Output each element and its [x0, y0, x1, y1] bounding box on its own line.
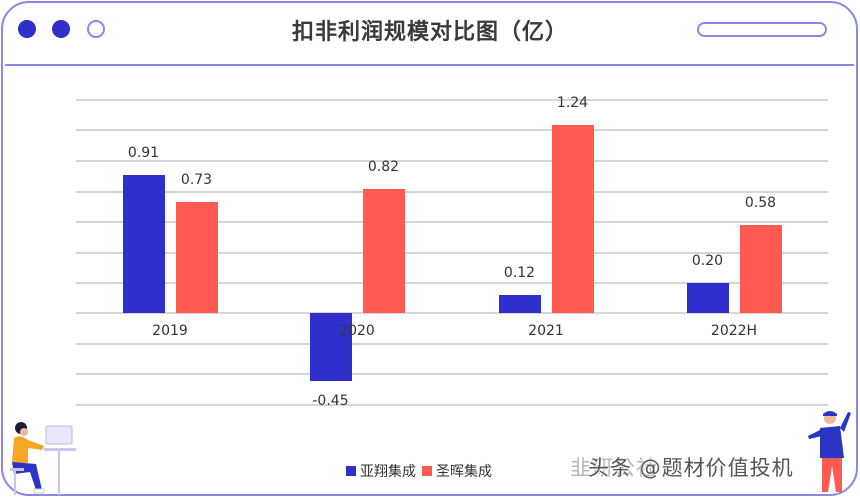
data-label: -0.45: [312, 393, 349, 410]
legend-label: 圣晖集成: [436, 464, 492, 480]
data-label: 0.73: [180, 172, 213, 189]
gridline: [76, 404, 828, 406]
watermark: 韭研公社头条 @题材价值投机: [570, 452, 794, 482]
watermark-text: 头条 @题材价值投机: [588, 456, 794, 480]
gridline: [76, 191, 828, 193]
legend: 亚翔集成 圣晖集成: [346, 461, 492, 481]
bar-shenghui-2019: [175, 202, 218, 313]
window-dot-2-icon: [52, 20, 70, 38]
legend-item-shenghui: 圣晖集成: [422, 461, 492, 481]
data-label: 0.91: [127, 145, 160, 162]
gridline: [76, 99, 828, 101]
x-axis-label: 2019: [152, 323, 188, 339]
x-axis-label: 2022H: [710, 323, 758, 339]
bar-shenghui-2021: [551, 125, 594, 313]
search-pill: [697, 22, 827, 37]
chart-title: 扣非利润规模对比图（亿）: [291, 20, 568, 45]
bar-yaxiang-2022H: [686, 282, 729, 313]
gridline: [76, 160, 828, 162]
window-dot-3-icon: [87, 20, 105, 38]
gridline: [76, 129, 828, 131]
x-axis-label: 2020: [339, 323, 375, 339]
watermark-ghost-text: 韭研公社: [570, 456, 658, 480]
data-label: 0.58: [744, 195, 777, 212]
gridline: [76, 221, 828, 223]
bar-yaxiang-2020: [309, 313, 352, 382]
header-divider: [5, 64, 854, 66]
pointing-man-illustration-icon: [808, 411, 851, 492]
legend-item-yaxiang: 亚翔集成: [346, 461, 416, 481]
data-label: 0.82: [367, 158, 400, 175]
legend-label: 亚翔集成: [360, 464, 416, 480]
gridline: [76, 312, 828, 314]
bar-shenghui-2020: [362, 188, 405, 313]
gridline: [76, 282, 828, 284]
x-axis-label: 2021: [528, 323, 564, 339]
legend-swatch-red: [422, 466, 432, 476]
bar-yaxiang-2019: [122, 175, 165, 313]
bar-yaxiang-2021: [498, 294, 541, 313]
person-at-desk-illustration-icon: [10, 422, 76, 495]
gridline: [76, 343, 828, 345]
window-dot-1-icon: [18, 20, 36, 38]
gridline: [76, 252, 828, 254]
data-label: 0.12: [503, 264, 536, 281]
data-label: 0.20: [691, 252, 724, 269]
data-label: 1.24: [556, 95, 589, 112]
gridline: [76, 373, 828, 375]
bar-shenghui-2022H: [739, 225, 782, 313]
legend-swatch-blue: [346, 466, 356, 476]
